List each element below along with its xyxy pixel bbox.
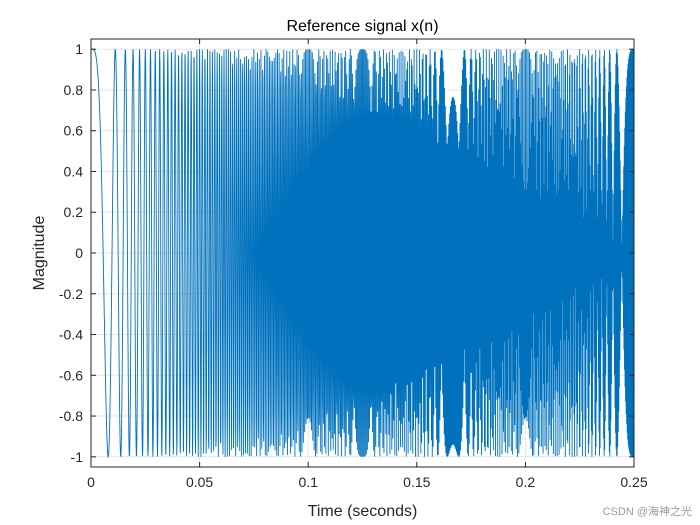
x-tick-labels: 0 0.05 0.1 0.15 0.2 0.25 bbox=[87, 474, 648, 490]
y-tick-label: 0.2 bbox=[64, 204, 84, 220]
y-tick-label: 0.6 bbox=[64, 123, 84, 139]
chart-title: Reference signal x(n) bbox=[286, 18, 438, 35]
y-tick-label: 0.8 bbox=[64, 82, 84, 98]
y-tick-label: -0.4 bbox=[59, 327, 83, 343]
y-tick-label: 0 bbox=[75, 245, 83, 261]
x-tick-label: 0.15 bbox=[403, 474, 430, 490]
y-axis-label: Magnitude bbox=[31, 216, 48, 291]
x-axis-label: Time (seconds) bbox=[308, 503, 418, 520]
y-tick-label: -0.8 bbox=[59, 408, 83, 424]
tick-marks bbox=[90, 39, 635, 467]
x-tick-label: 0.1 bbox=[298, 474, 318, 490]
x-tick-label: 0 bbox=[87, 474, 95, 490]
y-tick-label: 1 bbox=[75, 41, 83, 57]
watermark: CSDN @海神之光 bbox=[602, 506, 692, 518]
x-tick-label: 0.05 bbox=[186, 474, 213, 490]
series-line-reference-signal bbox=[91, 48, 634, 459]
y-tick-label: -0.2 bbox=[59, 286, 83, 302]
y-tick-label: -1 bbox=[71, 449, 84, 465]
x-tick-label: 0.25 bbox=[620, 474, 647, 490]
y-tick-label: 0.4 bbox=[64, 163, 84, 179]
y-tick-labels: 1 0.8 0.6 0.4 0.2 0 -0.2 -0.4 -0.6 -0.8 -1 bbox=[59, 41, 83, 465]
y-tick-label: -0.6 bbox=[59, 367, 83, 383]
x-tick-label: 0.2 bbox=[516, 474, 536, 490]
